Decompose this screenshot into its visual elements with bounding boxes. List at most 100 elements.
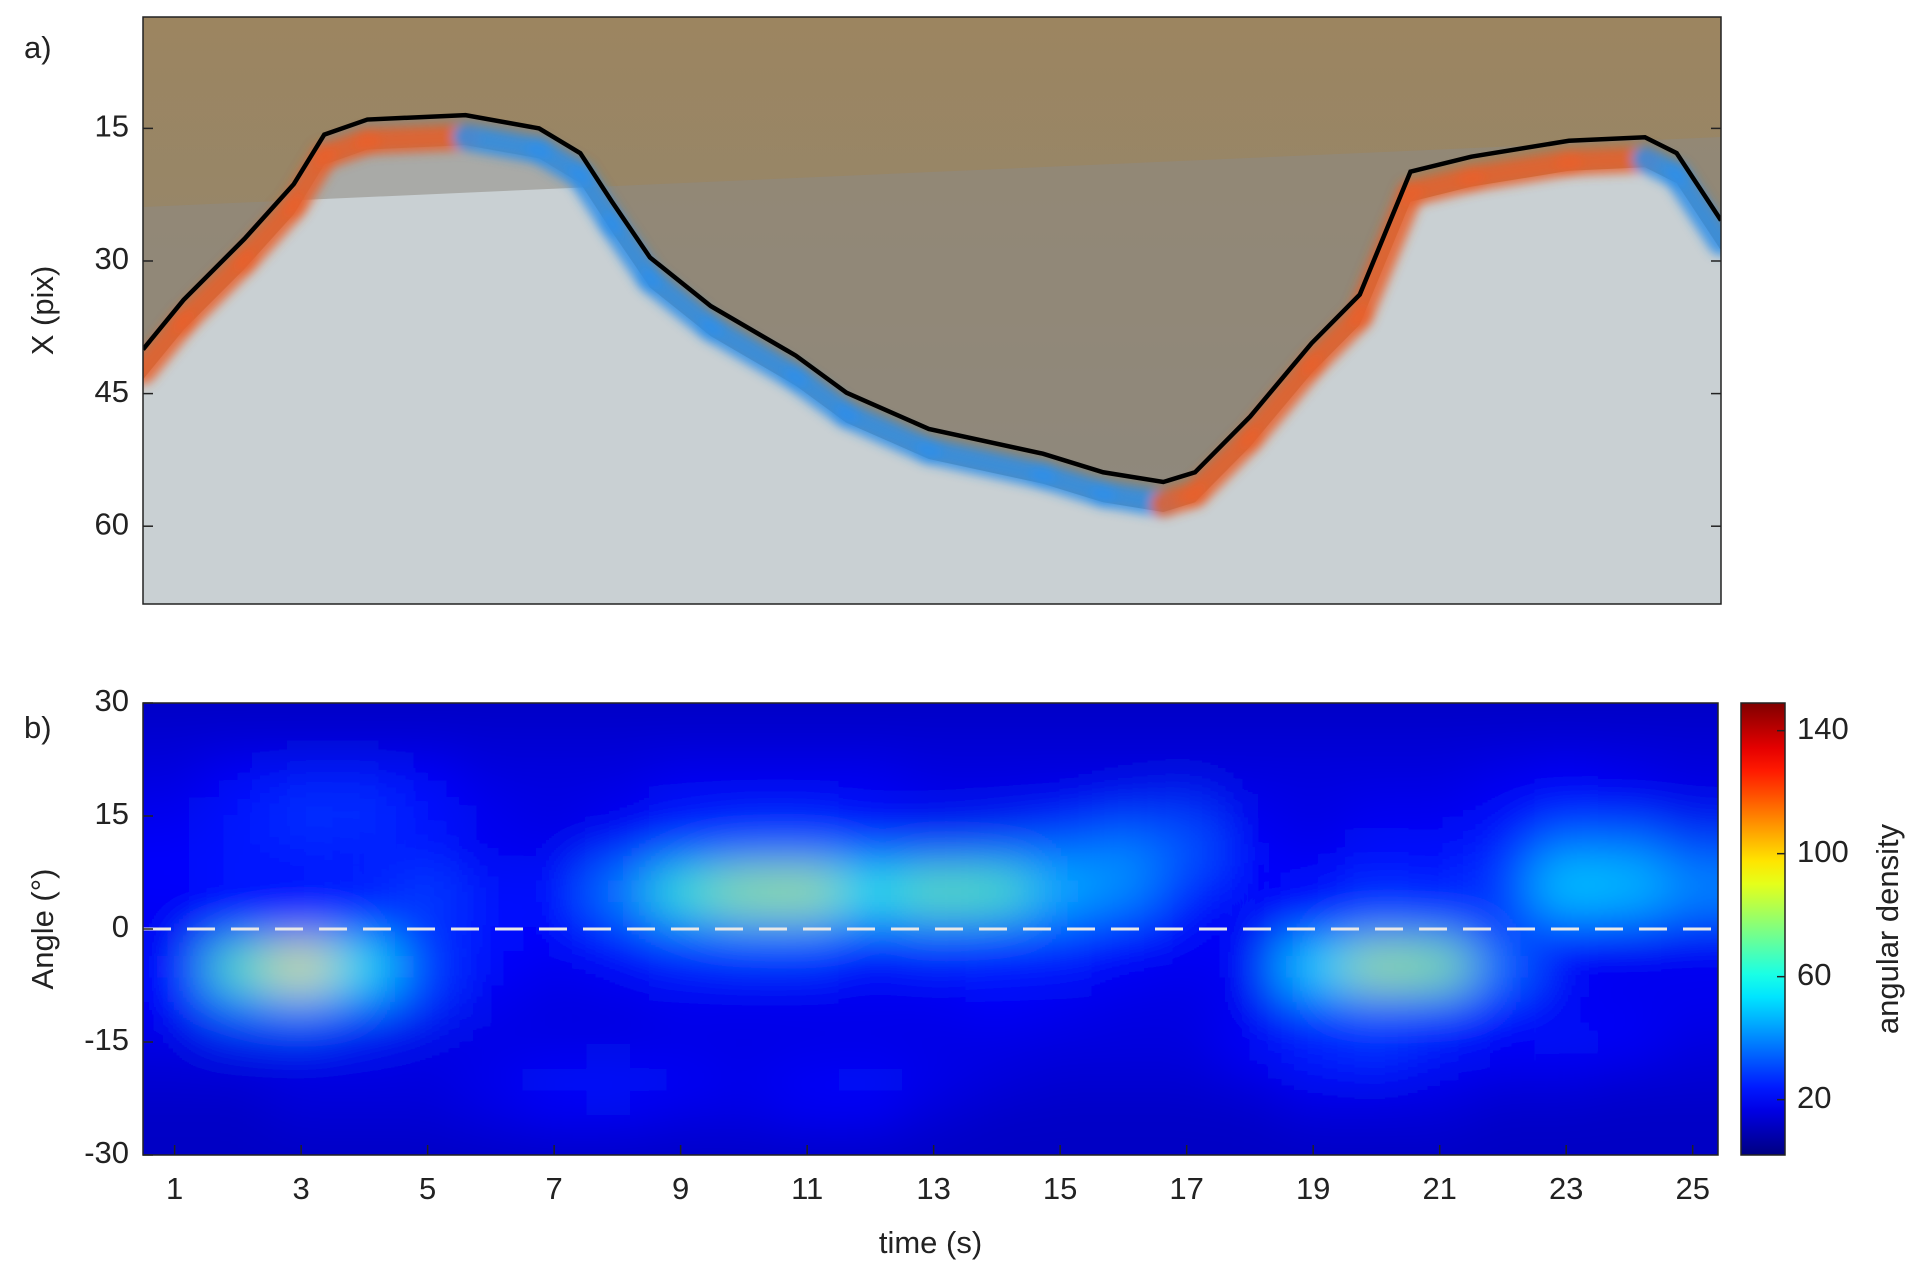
heat-cell <box>1408 760 1472 798</box>
heat-cell <box>1029 948 1093 986</box>
y-tick-label: 60 <box>95 506 129 541</box>
heat-cell <box>1598 948 1662 986</box>
colorbar-label: angular density <box>1870 823 1905 1034</box>
heat-cell <box>396 1061 460 1099</box>
heat-cell <box>712 797 776 835</box>
heat-cell <box>206 986 270 1024</box>
heat-cell <box>902 1023 966 1061</box>
heat-cell <box>333 986 397 1024</box>
heat-cell <box>1535 722 1599 760</box>
x-tick-label: 17 <box>1169 1171 1203 1206</box>
heat-cell <box>333 948 397 986</box>
heat-cell <box>396 797 460 835</box>
heat-cell <box>83 835 207 873</box>
heat-cell <box>523 624 587 722</box>
heat-cell <box>902 760 966 798</box>
heat-cell <box>1345 722 1409 760</box>
heat-cell <box>586 624 650 722</box>
heat-cell <box>1345 1099 1409 1137</box>
heat-cell <box>649 835 713 873</box>
heat-cell <box>649 986 713 1024</box>
y-tick-label: 15 <box>95 109 129 144</box>
x-tick-label: 15 <box>1043 1171 1077 1206</box>
heat-cell <box>1471 835 1535 873</box>
heat-cell <box>1598 986 1662 1024</box>
heat-cell <box>1218 873 1282 911</box>
heat-cell <box>712 1099 776 1137</box>
heat-cell <box>902 797 966 835</box>
heat-cell <box>206 1099 270 1137</box>
heat-cell <box>1092 722 1156 760</box>
heat-cell <box>1408 835 1472 873</box>
heat-cell <box>776 948 840 986</box>
heat-cell <box>83 760 207 798</box>
x-tick-label: 9 <box>672 1171 689 1206</box>
heat-cell <box>396 760 460 798</box>
heat-cell <box>649 1099 713 1137</box>
heat-cell <box>459 797 523 835</box>
heat-cell <box>1471 1061 1535 1099</box>
heat-cell <box>333 1136 397 1234</box>
heat-cell <box>776 1061 840 1099</box>
heat-cell <box>965 1023 1029 1061</box>
heat-cell <box>523 1023 587 1061</box>
heat-cell <box>902 1099 966 1137</box>
heat-cell <box>586 760 650 798</box>
heat-cell <box>586 1061 650 1099</box>
heat-cell <box>1029 873 1093 911</box>
heat-cell <box>965 948 1029 986</box>
heat-cell <box>1092 624 1156 722</box>
heat-cell <box>206 873 270 911</box>
heat-cell <box>523 760 587 798</box>
heat-cell <box>1598 722 1662 760</box>
heat-cell <box>586 797 650 835</box>
heat-cell <box>523 797 587 835</box>
colorbar-tick-label: 20 <box>1797 1080 1831 1115</box>
heat-cell <box>839 1023 903 1061</box>
heat-cell <box>1218 624 1282 722</box>
heat-cell <box>1218 760 1282 798</box>
heat-cell <box>586 835 650 873</box>
heat-cell <box>1408 986 1472 1024</box>
heat-cell <box>839 624 903 722</box>
heat-cell <box>586 948 650 986</box>
heat-cell <box>523 722 587 760</box>
heat-cell <box>396 722 460 760</box>
heat-cell <box>396 948 460 986</box>
heat-cell <box>1029 1099 1093 1137</box>
heat-cell <box>965 760 1029 798</box>
heat-cell <box>1408 1061 1472 1099</box>
y-tick-label: 15 <box>95 796 129 831</box>
heat-cell <box>396 1099 460 1137</box>
heat-cell <box>206 797 270 835</box>
heat-cell <box>523 873 587 911</box>
heat-cell <box>1282 873 1346 911</box>
heat-cell <box>1155 873 1219 911</box>
heat-cell <box>839 722 903 760</box>
heat-cell <box>1029 760 1093 798</box>
heat-cell <box>649 797 713 835</box>
heat-cell <box>1092 835 1156 873</box>
heat-cell <box>1345 797 1409 835</box>
heat-cell <box>776 722 840 760</box>
heat-cell <box>649 722 713 760</box>
heat-cell <box>965 1099 1029 1137</box>
heat-cell <box>1029 986 1093 1024</box>
heat-cell <box>270 1099 334 1137</box>
heat-cell <box>1471 760 1535 798</box>
heat-cell <box>459 1061 523 1099</box>
heat-cell <box>270 797 334 835</box>
heat-cell <box>839 873 903 911</box>
heat-cell <box>1471 948 1535 986</box>
heat-cell <box>333 1023 397 1061</box>
heat-cell <box>902 948 966 986</box>
colorbar-tick-label: 60 <box>1797 957 1831 992</box>
heat-cell <box>1345 1136 1409 1234</box>
heat-cell <box>902 835 966 873</box>
heat-cell <box>1598 1099 1662 1137</box>
heat-cell <box>1535 1099 1599 1137</box>
x-tick-label: 1 <box>166 1171 183 1206</box>
heat-cell <box>712 1136 776 1234</box>
heat-cell <box>206 722 270 760</box>
heat-cell <box>333 722 397 760</box>
